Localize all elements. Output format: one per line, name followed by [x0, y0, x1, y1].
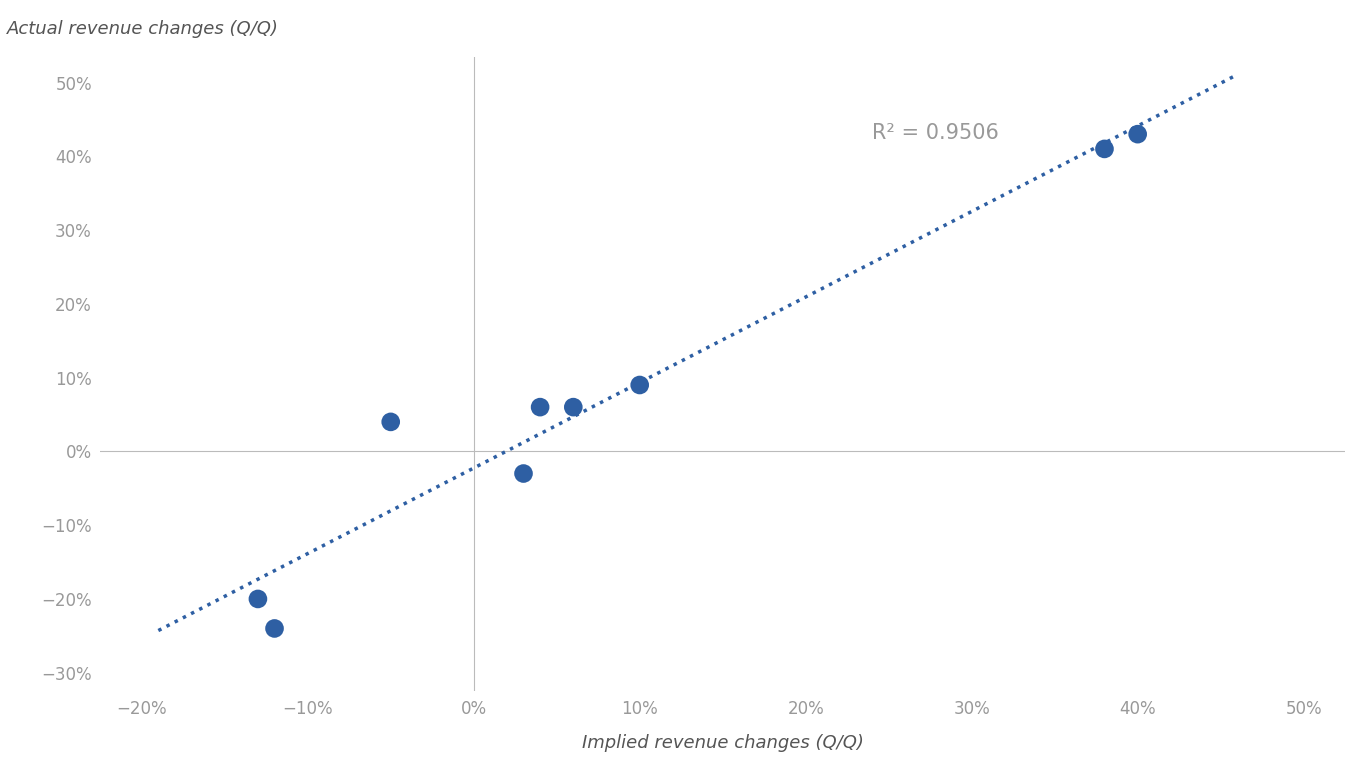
Point [512, 468, 534, 480]
Point [529, 401, 550, 414]
Point [380, 416, 402, 428]
Point [264, 622, 285, 635]
Point [563, 401, 585, 414]
Point [247, 593, 269, 605]
Point [628, 379, 650, 391]
Text: Actual revenue changes (Q/Q): Actual revenue changes (Q/Q) [7, 19, 279, 38]
Point [1094, 143, 1116, 155]
Text: R² = 0.9506: R² = 0.9506 [872, 123, 999, 143]
X-axis label: Implied revenue changes (Q/Q): Implied revenue changes (Q/Q) [582, 734, 863, 752]
Point [1127, 128, 1149, 141]
